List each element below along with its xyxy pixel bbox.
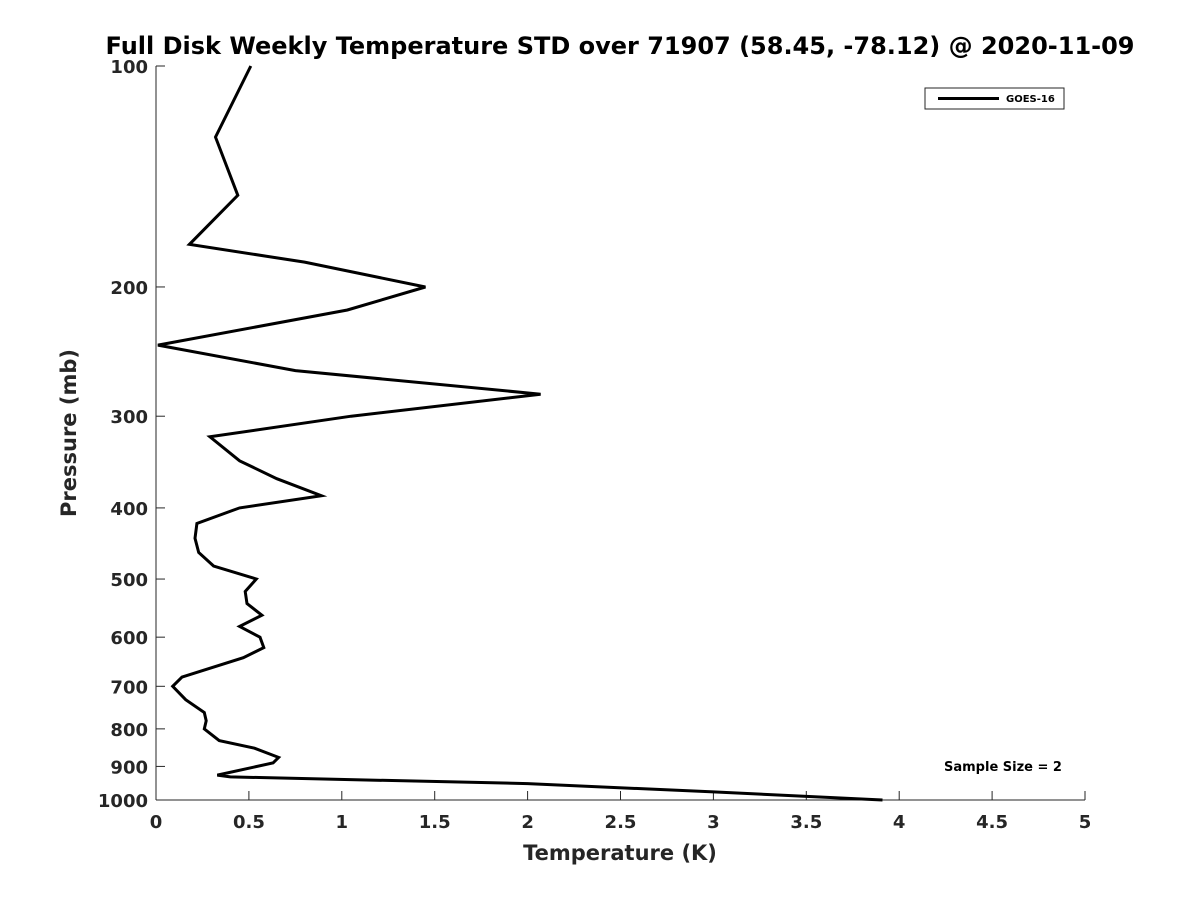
x-tick-label: 4.5 bbox=[976, 812, 1008, 833]
x-tick-label: 3 bbox=[707, 812, 720, 833]
y-tick-label: 300 bbox=[110, 407, 148, 428]
y-tick-label: 600 bbox=[110, 628, 148, 649]
x-tick-label: 2 bbox=[521, 812, 534, 833]
series-line-goes-16 bbox=[157, 65, 883, 802]
series-layer bbox=[157, 65, 883, 802]
chart-title: Full Disk Weekly Temperature STD over 71… bbox=[106, 32, 1135, 60]
y-tick-label: 200 bbox=[110, 278, 148, 299]
y-tick-label: 100 bbox=[110, 57, 148, 78]
x-tick-label: 3.5 bbox=[790, 812, 822, 833]
y-tick-label: 700 bbox=[110, 677, 148, 698]
x-tick-label: 0.5 bbox=[233, 812, 265, 833]
x-tick-label: 0 bbox=[150, 812, 163, 833]
legend-label: GOES-16 bbox=[1006, 94, 1055, 105]
y-tick-label: 500 bbox=[110, 570, 148, 591]
x-tick-label: 4 bbox=[893, 812, 906, 833]
x-tick-label: 1.5 bbox=[419, 812, 451, 833]
legend: GOES-16 bbox=[924, 87, 1065, 110]
x-ticks: 0 0.5 1 1.5 2 2.5 3 3.5 4 4.5 5 bbox=[150, 791, 1092, 833]
sample-size-annotation: Sample Size = 2 bbox=[944, 760, 1062, 775]
x-tick-label: 2.5 bbox=[605, 812, 637, 833]
y-tick-label: 400 bbox=[110, 499, 148, 520]
x-axis-label: Temperature (K) bbox=[523, 841, 717, 865]
y-tick-label: 800 bbox=[110, 720, 148, 741]
y-axis-label: Pressure (mb) bbox=[57, 349, 81, 517]
x-tick-label: 5 bbox=[1079, 812, 1092, 833]
x-tick-label: 1 bbox=[336, 812, 349, 833]
y-tick-label: 900 bbox=[110, 757, 148, 778]
y-ticks: 100 200 300 400 500 600 700 800 900 1000 bbox=[98, 57, 165, 812]
y-tick-label: 1000 bbox=[98, 791, 148, 812]
